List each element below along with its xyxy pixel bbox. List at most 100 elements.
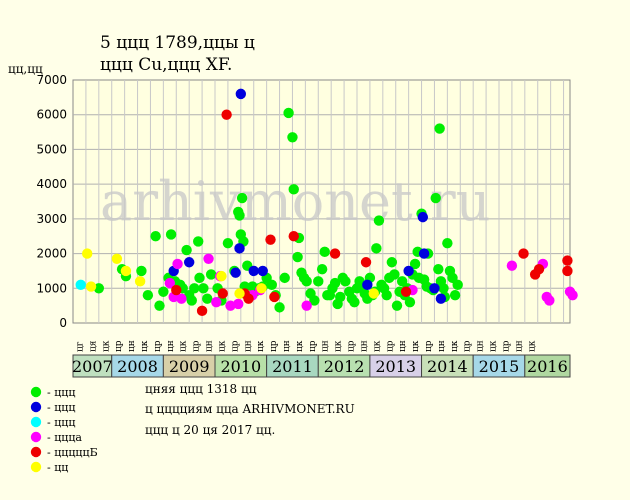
quarter-tick-label: цн bbox=[243, 340, 253, 352]
data-point bbox=[183, 257, 195, 268]
data-point bbox=[313, 276, 324, 287]
quarter-tick-label: цр bbox=[269, 340, 279, 352]
quarter-tick-label: цк bbox=[101, 340, 111, 352]
data-point bbox=[211, 296, 222, 308]
data-point bbox=[85, 281, 97, 292]
data-point bbox=[373, 215, 385, 226]
quarter-tick-label: цр bbox=[192, 340, 202, 352]
data-point bbox=[235, 88, 247, 100]
data-point bbox=[442, 237, 453, 249]
quarter-tick-label: цн bbox=[166, 340, 176, 352]
data-point bbox=[217, 288, 228, 299]
data-point bbox=[171, 284, 182, 296]
data-point bbox=[150, 231, 161, 242]
quarter-tick-label: цн bbox=[321, 340, 331, 352]
quarter-tick-label: цк bbox=[489, 340, 499, 352]
quarter-tick-label: цн bbox=[359, 340, 369, 352]
year-label: 2009 bbox=[169, 357, 210, 376]
data-point bbox=[257, 265, 268, 277]
data-point bbox=[567, 290, 578, 301]
data-point bbox=[288, 184, 299, 195]
data-point bbox=[371, 243, 382, 254]
data-point bbox=[265, 234, 276, 245]
year-label: 2007 bbox=[72, 357, 113, 376]
data-point bbox=[329, 248, 341, 259]
y-axis-label: цц,цц bbox=[8, 62, 43, 76]
year-label: 2011 bbox=[272, 357, 313, 376]
year-label: 2013 bbox=[375, 357, 416, 376]
data-point bbox=[449, 290, 461, 301]
quarter-tick-label: цр bbox=[230, 340, 240, 352]
year-label: 2008 bbox=[117, 357, 158, 376]
data-point bbox=[301, 276, 312, 287]
data-point bbox=[518, 248, 529, 259]
data-point bbox=[418, 248, 430, 259]
data-point bbox=[349, 296, 360, 308]
legend-label: - ццц bbox=[47, 416, 75, 429]
data-point bbox=[196, 305, 208, 317]
y-tick-label: 5000 bbox=[36, 142, 67, 156]
data-point bbox=[329, 277, 341, 289]
data-point bbox=[360, 257, 372, 268]
y-tick-labels: 0 1000 2000 3000 4000 5000 6000 7000 bbox=[36, 73, 67, 330]
data-point bbox=[154, 300, 165, 311]
quarter-tick-label: ця bbox=[88, 340, 98, 352]
info-line3: ццц ц 20 ця 2017 цц. bbox=[145, 423, 275, 437]
quarter-tick-label: цн bbox=[282, 340, 292, 352]
year-box-2016 bbox=[524, 354, 571, 378]
data-point bbox=[194, 272, 205, 284]
chart-title-line1: 5 ццц 1789,ццы ц bbox=[100, 33, 255, 53]
year-labels: 2007 2008 2009 2010 2011 2012 2013 2014 2015 2016 bbox=[72, 354, 571, 378]
data-point bbox=[562, 255, 573, 266]
watermark: arhivmonet.ru bbox=[100, 170, 490, 233]
data-point bbox=[269, 291, 280, 303]
legend-marker bbox=[30, 446, 42, 458]
y-tick-label: 7000 bbox=[36, 73, 67, 87]
data-point bbox=[533, 263, 545, 275]
data-point bbox=[172, 258, 183, 270]
data-point bbox=[186, 295, 197, 306]
data-point bbox=[203, 253, 214, 264]
data-point bbox=[266, 279, 277, 291]
data-point bbox=[409, 258, 421, 270]
chart-title-line2: ццц Cu,ццц XF. bbox=[100, 55, 232, 75]
legend-marker bbox=[30, 416, 42, 428]
quarter-tick-label: цн bbox=[514, 340, 524, 352]
data-point bbox=[225, 300, 236, 311]
data-point bbox=[438, 283, 449, 294]
data-point bbox=[403, 265, 414, 277]
quarter-tick-label: цн bbox=[205, 340, 215, 352]
quarter-tick-label: цг bbox=[75, 341, 85, 352]
quarter-tick-label: цр bbox=[424, 340, 434, 352]
data-point bbox=[234, 288, 245, 299]
legend-label: - ццц bbox=[47, 401, 75, 414]
data-point bbox=[202, 293, 213, 304]
data-point bbox=[176, 293, 187, 304]
data-point bbox=[429, 283, 440, 294]
data-point bbox=[435, 293, 447, 304]
legend-marker bbox=[30, 401, 42, 413]
data-point bbox=[216, 270, 227, 282]
data-point bbox=[292, 251, 303, 263]
data-point bbox=[236, 192, 248, 204]
data-point bbox=[158, 286, 169, 297]
data-point bbox=[93, 283, 105, 294]
data-points bbox=[75, 88, 578, 317]
data-point bbox=[142, 290, 154, 301]
data-point bbox=[404, 296, 416, 308]
year-label: 2015 bbox=[479, 357, 520, 376]
data-point bbox=[111, 253, 123, 264]
quarter-tick-label: цк bbox=[334, 340, 344, 352]
data-point bbox=[433, 263, 444, 275]
data-point bbox=[230, 267, 241, 278]
data-point bbox=[452, 279, 463, 291]
quarter-tick-label: цн bbox=[437, 340, 447, 352]
data-point bbox=[362, 279, 373, 291]
legend-marker bbox=[30, 386, 42, 398]
legend-label: - цц bbox=[47, 461, 68, 474]
data-point bbox=[544, 295, 555, 306]
y-tick-label: 1000 bbox=[36, 281, 67, 295]
quarter-tick-label: цк bbox=[140, 340, 150, 352]
data-point bbox=[164, 277, 176, 289]
